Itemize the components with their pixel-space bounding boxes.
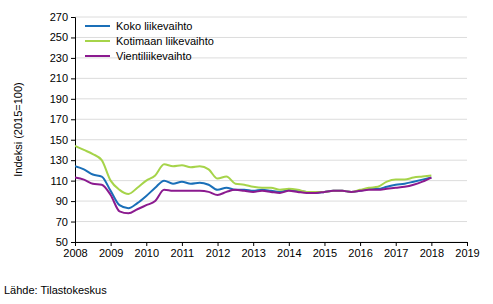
y-tick: 70	[56, 216, 75, 228]
grid-line	[75, 98, 467, 99]
x-tick-mark	[75, 242, 76, 246]
y-tick: 250	[50, 31, 75, 43]
x-tick-label: 2019	[455, 247, 479, 259]
legend-swatch	[85, 40, 110, 42]
grid-line	[75, 160, 467, 161]
y-tick-label: 230	[50, 52, 68, 64]
x-tick-label: 2013	[241, 247, 265, 259]
y-tick: 150	[50, 134, 75, 146]
grid-line	[75, 78, 467, 79]
x-tick: 2018	[420, 242, 444, 259]
y-tick-label: 270	[50, 11, 68, 23]
y-tick-label: 250	[50, 31, 68, 43]
legend: Koko liikevaihto Kotimaan liikevaihto Vien…	[85, 20, 214, 62]
y-tick: 210	[50, 72, 75, 84]
x-tick-label: 2015	[313, 247, 337, 259]
x-tick-label: 2012	[206, 247, 230, 259]
y-axis-line	[71, 18, 76, 243]
x-tick-label: 2009	[99, 247, 123, 259]
y-axis-title: Indeksi (2015=100)	[12, 82, 24, 176]
y-tick-label: 110	[50, 175, 68, 187]
y-tick-mark	[71, 160, 75, 161]
x-tick-mark	[467, 242, 468, 246]
y-tick: 130	[50, 154, 75, 166]
grid-line	[75, 119, 467, 120]
x-tick: 2014	[277, 242, 301, 259]
grid-line	[75, 221, 467, 222]
x-tick-label: 2017	[384, 247, 408, 259]
x-tick-mark	[396, 242, 397, 246]
y-tick-mark	[71, 17, 75, 18]
x-tick-mark	[431, 242, 432, 246]
y-tick: 170	[50, 113, 75, 125]
y-tick: 190	[50, 93, 75, 105]
x-tick: 2016	[348, 242, 372, 259]
grid-line	[75, 180, 467, 181]
x-tick: 2017	[384, 242, 408, 259]
legend-label: Kotimaan liikevaihto	[116, 35, 214, 47]
y-tick-mark	[71, 181, 75, 182]
y-tick: 90	[56, 195, 75, 207]
x-tick: 2019	[455, 242, 479, 259]
y-tick-mark	[71, 58, 75, 59]
x-tick: 2008	[63, 242, 87, 259]
y-axis: 507090110130150170190210230250270	[50, 11, 76, 248]
x-tick-label: 2008	[63, 247, 87, 259]
source: Lähde: Tilastokeskus	[4, 284, 107, 296]
y-tick: 110	[50, 175, 75, 187]
y-tick-mark	[71, 140, 75, 141]
y-tick-label: 210	[50, 72, 68, 84]
x-tick: 2010	[135, 242, 159, 259]
y-tick-mark	[71, 119, 75, 120]
x-axis-line	[76, 243, 468, 247]
grid-line	[75, 201, 467, 202]
x-tick-label: 2010	[135, 247, 159, 259]
x-tick-mark	[111, 242, 112, 246]
x-tick-mark	[146, 242, 147, 246]
y-tick: 270	[50, 11, 75, 23]
legend-swatch	[85, 55, 110, 57]
y-tick-label: 190	[50, 93, 68, 105]
y-tick: 230	[50, 52, 75, 64]
x-tick-mark	[289, 242, 290, 246]
x-tick-label: 2018	[420, 247, 444, 259]
y-tick-mark	[71, 201, 75, 202]
x-tick-label: 2014	[277, 247, 301, 259]
grid	[75, 17, 467, 242]
x-tick-label: 2011	[171, 247, 195, 259]
y-tick-label: 130	[50, 154, 68, 166]
y-tick-mark	[71, 37, 75, 38]
x-tick-mark	[253, 242, 254, 246]
y-tick-mark	[71, 99, 75, 100]
series-line	[75, 178, 431, 214]
x-tick-mark	[324, 242, 325, 246]
y-tick-label: 90	[56, 195, 68, 207]
y-tick-label: 70	[56, 216, 68, 228]
x-axis: 2008 2009 2010 2011 2012 2013 2014 2015 2016 2017…	[63, 242, 479, 259]
x-tick: 2012	[206, 242, 230, 259]
x-tick: 2009	[99, 242, 123, 259]
grid-line	[75, 139, 467, 140]
legend-swatch	[85, 25, 110, 27]
x-tick: 2015	[313, 242, 337, 259]
x-tick: 2011	[171, 242, 195, 259]
y-tick-mark	[71, 222, 75, 223]
y-tick-mark	[71, 78, 75, 79]
chart: 5070901101301501701902102302502702008200…	[0, 0, 493, 304]
x-tick: 2013	[241, 242, 265, 259]
y-tick-label: 170	[50, 113, 68, 125]
y-tick-mark	[71, 242, 75, 243]
grid-line	[75, 17, 467, 18]
series-line	[75, 146, 431, 194]
x-tick-mark	[182, 242, 183, 246]
x-tick-mark	[218, 242, 219, 246]
lines	[75, 146, 431, 214]
x-tick-mark	[360, 242, 361, 246]
y-tick-label: 150	[50, 134, 68, 146]
legend-label: Vientiliikevaihto	[116, 50, 192, 62]
legend-label: Koko liikevaihto	[116, 20, 192, 32]
x-tick-label: 2016	[348, 247, 372, 259]
